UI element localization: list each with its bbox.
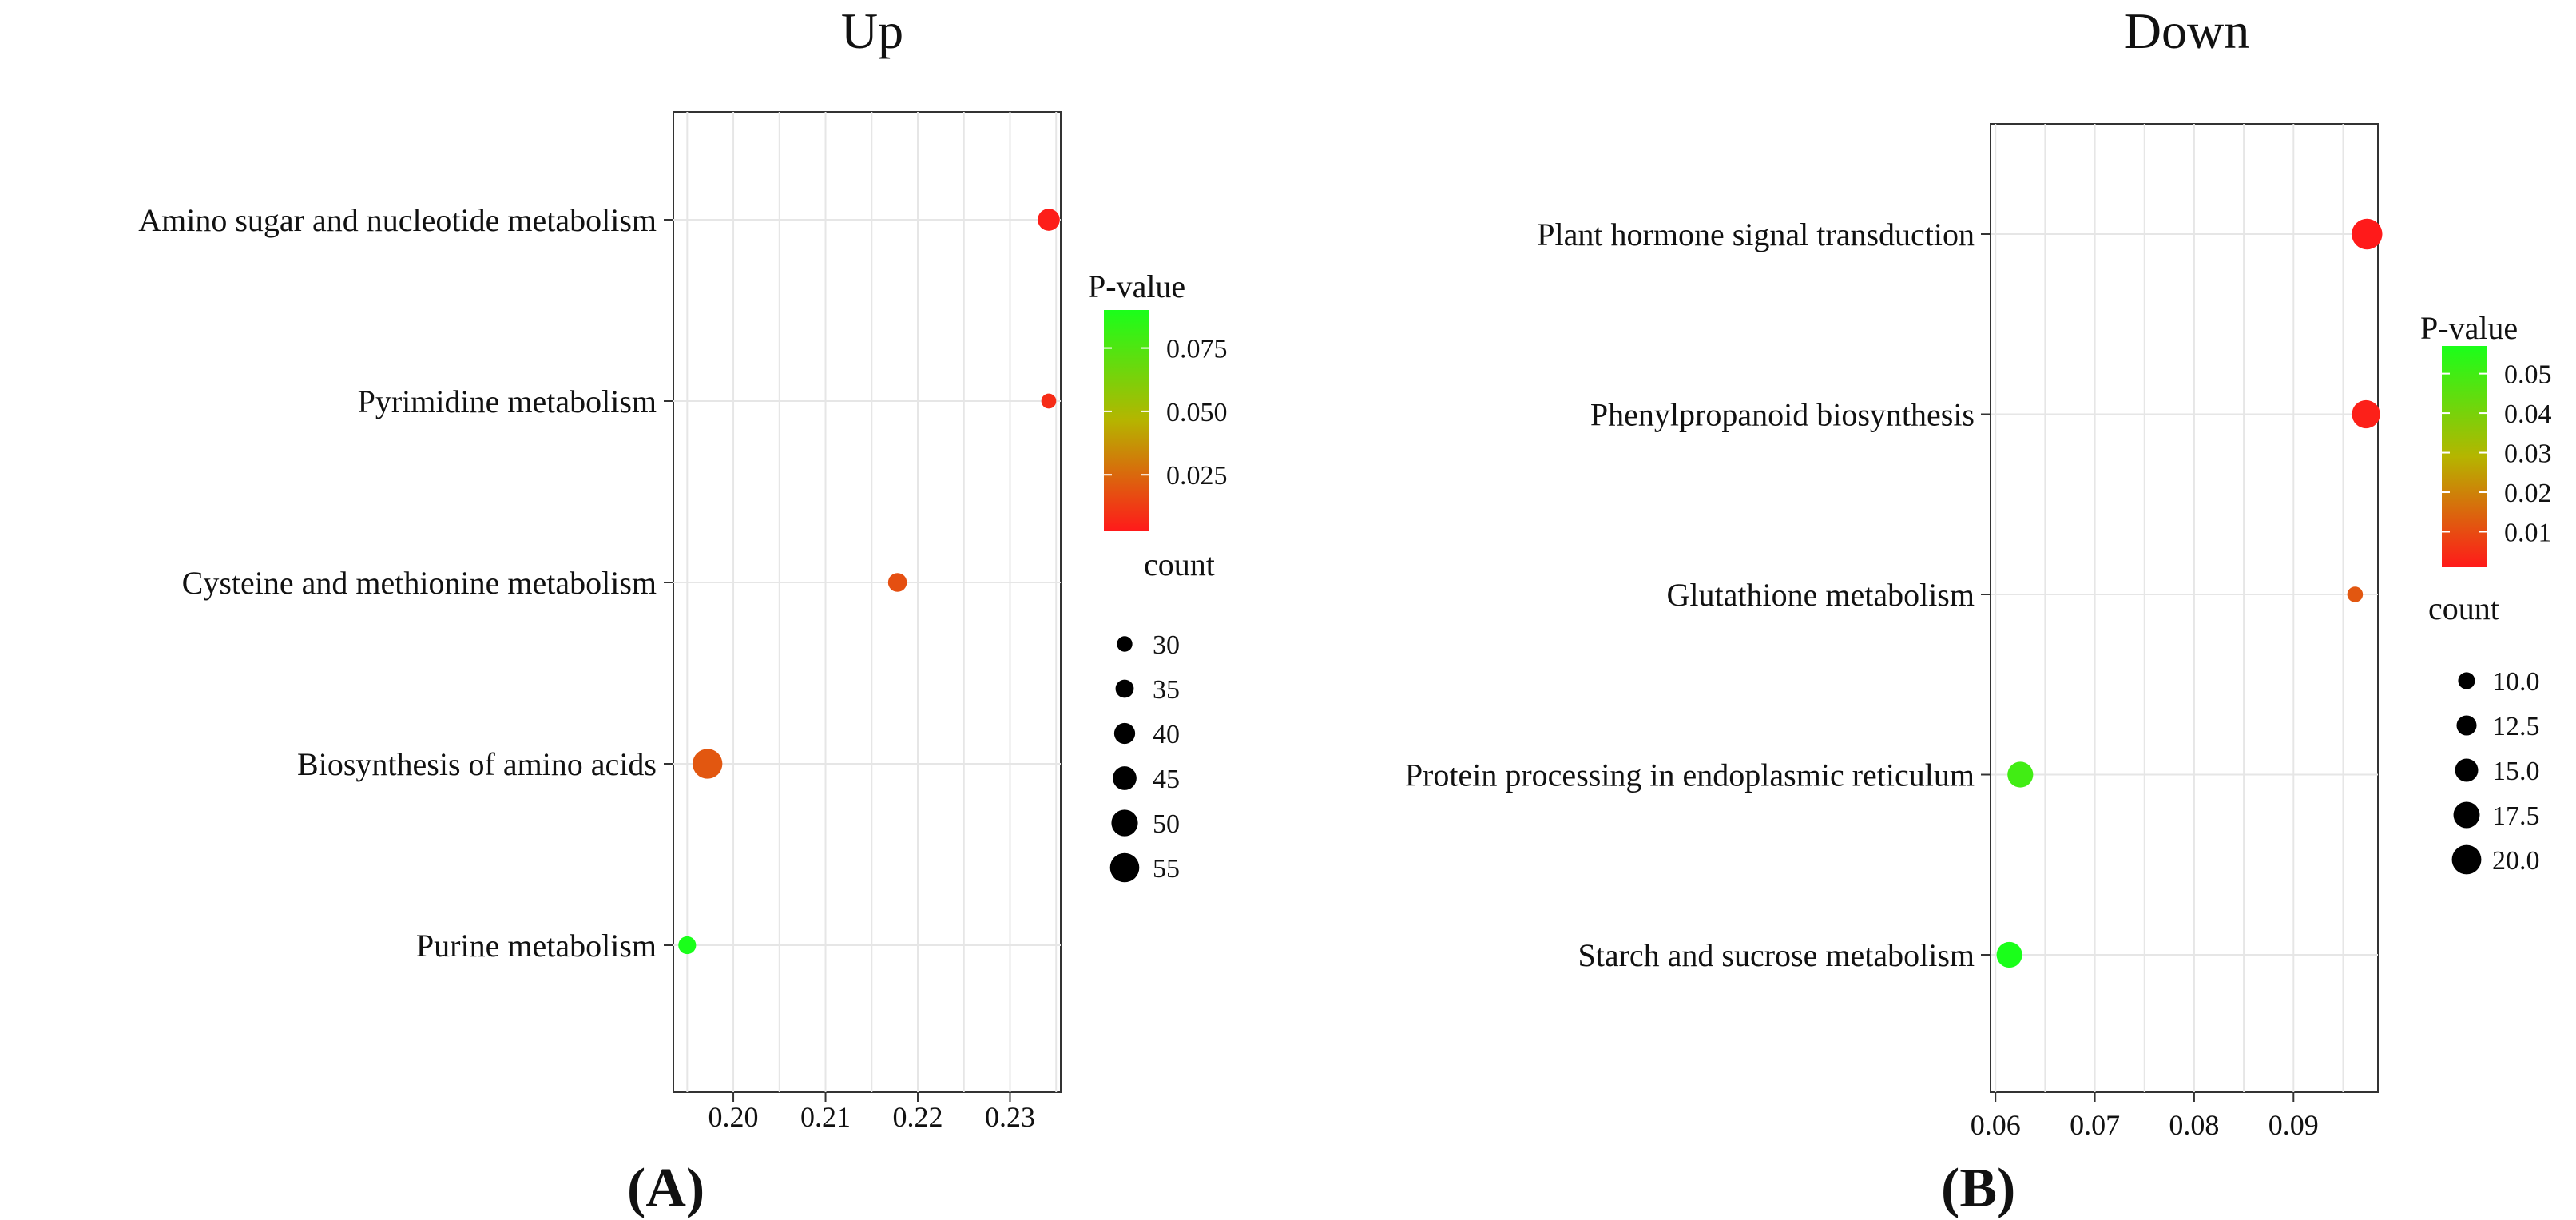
y-axis-labels-b: Plant hormone signal transduction Phenylp…	[1405, 217, 1991, 973]
x-tick-label: 0.06	[1971, 1109, 2021, 1141]
color-legend-title-a: P-value	[1088, 268, 1185, 304]
y-tick-label: Plant hormone signal transduction	[1537, 217, 1975, 252]
points-b	[1996, 218, 2383, 968]
data-point	[1041, 393, 1057, 409]
x-tick-label: 0.07	[2070, 1109, 2120, 1141]
size-legend-label: 17.5	[2492, 801, 2540, 831]
size-legend-a: count 30 35 40 45 50 55	[1109, 546, 1215, 884]
plot-frame-b	[1990, 123, 2379, 1093]
size-legend-dot	[1113, 722, 1136, 745]
size-legend-dot	[1117, 636, 1133, 652]
colorbar-tick-label: 0.02	[2504, 479, 2552, 508]
x-axis-ticks-b: 0.06 0.07 0.08 0.09	[1971, 1092, 2319, 1141]
points-a	[678, 209, 1060, 955]
colorbar-a	[1104, 310, 1149, 531]
size-legend-dot	[1113, 766, 1137, 790]
data-point	[887, 573, 907, 592]
size-legend-title-b: count	[2428, 590, 2499, 626]
y-axis-labels-a: Amino sugar and nucleotide metabolism Pyr…	[138, 202, 673, 964]
colorbar-tick-label: 0.025	[1166, 461, 1228, 491]
y-tick-label: Biosynthesis of amino acids	[297, 746, 657, 782]
color-legend-b: P-value 0.05 0.04 0.03 0.02 0.01	[2420, 310, 2552, 567]
colorbar-tick-label: 0.01	[2504, 518, 2552, 547]
panel-letter-b: B	[1959, 1158, 1997, 1219]
size-legend-label: 12.5	[2492, 712, 2540, 741]
panel-letter-a: A	[645, 1158, 686, 1219]
size-legend-b: count 10.0 12.5 15.0 17.5 20.0	[2428, 590, 2540, 876]
size-legend-label: 10.0	[2492, 667, 2540, 697]
y-tick-label: Starch and sucrose metabolism	[1578, 937, 1975, 973]
y-tick-label: Amino sugar and nucleotide metabolism	[138, 202, 657, 238]
plot-frame-a	[673, 111, 1062, 1093]
size-legend-dot	[2455, 758, 2479, 782]
x-tick-label: 0.22	[893, 1101, 943, 1133]
size-legend-dot	[1115, 679, 1134, 698]
panel-label-b: (B)	[1941, 1158, 2015, 1219]
panel-b: Down Plant hormone signal transduction Ph…	[1405, 2, 2552, 1219]
y-tick-label: Protein processing in endoplasmic reticu…	[1405, 757, 1975, 793]
chart-title-a: Up	[841, 2, 903, 59]
colorbar-tick-label: 0.075	[1166, 335, 1228, 364]
x-axis-ticks-a: 0.20 0.21 0.22 0.23	[708, 1092, 1035, 1133]
data-point	[2007, 761, 2034, 788]
size-legend-dot	[2453, 801, 2480, 829]
colorbar-tick-label: 0.05	[2504, 360, 2552, 390]
y-tick-label: Pyrimidine metabolism	[358, 383, 657, 419]
y-tick-label: Phenylpropanoid biosynthesis	[1590, 397, 1975, 433]
y-tick-label: Purine metabolism	[416, 928, 657, 964]
size-legend-dot	[1109, 852, 1140, 883]
x-tick-label: 0.08	[2169, 1109, 2219, 1141]
size-legend-label: 45	[1153, 765, 1180, 794]
chart-title-b: Down	[2125, 2, 2249, 59]
size-legend-label: 40	[1153, 720, 1180, 749]
colorbar-tick-label: 0.04	[2504, 399, 2552, 429]
data-point	[2347, 586, 2364, 602]
grid-a	[673, 112, 1061, 1092]
color-legend-title-b: P-value	[2420, 310, 2518, 346]
size-legend-label: 30	[1153, 630, 1180, 660]
size-legend-label: 35	[1153, 675, 1180, 705]
x-tick-label: 0.20	[708, 1101, 759, 1133]
panel-label-a: (A)	[627, 1158, 705, 1219]
size-legend-dot	[2458, 672, 2475, 689]
data-point	[678, 936, 697, 955]
size-legend-label: 15.0	[2492, 757, 2540, 786]
grid-b	[1991, 124, 2378, 1092]
size-legend-dot	[2451, 844, 2482, 875]
size-legend-dot	[2456, 715, 2477, 736]
data-point	[1996, 941, 2022, 968]
size-legend-label: 55	[1153, 854, 1180, 884]
colorbar-tick-label: 0.050	[1166, 398, 1228, 427]
size-legend-label: 20.0	[2492, 846, 2540, 876]
y-tick-label: Glutathione metabolism	[1667, 577, 1975, 613]
x-tick-label: 0.09	[2268, 1109, 2319, 1141]
size-legend-title-a: count	[1144, 546, 1215, 582]
x-tick-label: 0.23	[985, 1101, 1035, 1133]
size-legend-dot	[1111, 809, 1138, 837]
x-tick-label: 0.21	[800, 1101, 851, 1133]
size-legend-label: 50	[1153, 809, 1180, 839]
panel-a: Up Amino sugar and nucleotide metabolism…	[138, 2, 1227, 1219]
data-point	[693, 749, 723, 779]
data-point	[2352, 218, 2383, 250]
colorbar-tick-label: 0.03	[2504, 439, 2552, 469]
data-point	[1038, 209, 1060, 231]
data-point	[2352, 399, 2380, 429]
color-legend-a: P-value 0.075 0.050 0.025	[1088, 268, 1228, 531]
y-tick-label: Cysteine and methionine metabolism	[182, 565, 657, 601]
colorbar-b	[2442, 346, 2487, 567]
